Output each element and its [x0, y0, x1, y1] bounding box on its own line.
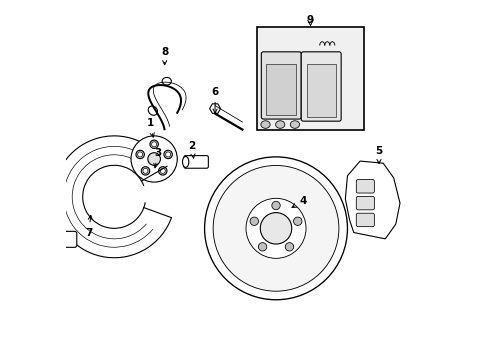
- FancyBboxPatch shape: [356, 197, 374, 210]
- FancyBboxPatch shape: [261, 52, 301, 119]
- Circle shape: [260, 213, 291, 244]
- Text: 6: 6: [211, 87, 218, 113]
- Circle shape: [165, 152, 170, 157]
- Text: 9: 9: [306, 15, 313, 25]
- Circle shape: [204, 157, 347, 300]
- Circle shape: [160, 168, 165, 174]
- Ellipse shape: [261, 121, 269, 128]
- FancyBboxPatch shape: [183, 156, 208, 168]
- Text: 2: 2: [188, 141, 195, 158]
- Polygon shape: [209, 104, 220, 113]
- Ellipse shape: [290, 121, 299, 128]
- Circle shape: [142, 168, 148, 174]
- Text: 1: 1: [146, 118, 154, 137]
- Circle shape: [131, 136, 177, 182]
- Circle shape: [141, 167, 149, 175]
- Text: 3: 3: [154, 148, 162, 168]
- Circle shape: [285, 243, 293, 251]
- Circle shape: [271, 201, 280, 210]
- Ellipse shape: [182, 157, 188, 167]
- Circle shape: [147, 153, 160, 165]
- Circle shape: [258, 243, 266, 251]
- Circle shape: [137, 152, 142, 157]
- FancyBboxPatch shape: [356, 213, 374, 227]
- FancyBboxPatch shape: [301, 52, 341, 121]
- Circle shape: [158, 167, 166, 175]
- Text: 5: 5: [375, 145, 382, 163]
- FancyBboxPatch shape: [58, 231, 77, 247]
- Circle shape: [249, 217, 258, 225]
- Text: 8: 8: [161, 47, 168, 65]
- Ellipse shape: [275, 121, 285, 128]
- Text: 4: 4: [291, 196, 306, 207]
- Circle shape: [293, 217, 302, 225]
- FancyBboxPatch shape: [356, 180, 374, 193]
- Ellipse shape: [148, 106, 157, 115]
- Circle shape: [150, 140, 158, 148]
- Bar: [257, 27, 364, 130]
- Text: 7: 7: [85, 215, 93, 238]
- Bar: [266, 64, 295, 115]
- Circle shape: [136, 150, 144, 159]
- Circle shape: [213, 166, 338, 291]
- Circle shape: [151, 142, 156, 147]
- Circle shape: [163, 150, 172, 159]
- Polygon shape: [345, 161, 399, 239]
- Circle shape: [245, 198, 305, 258]
- Ellipse shape: [162, 77, 171, 85]
- Bar: [306, 64, 335, 117]
